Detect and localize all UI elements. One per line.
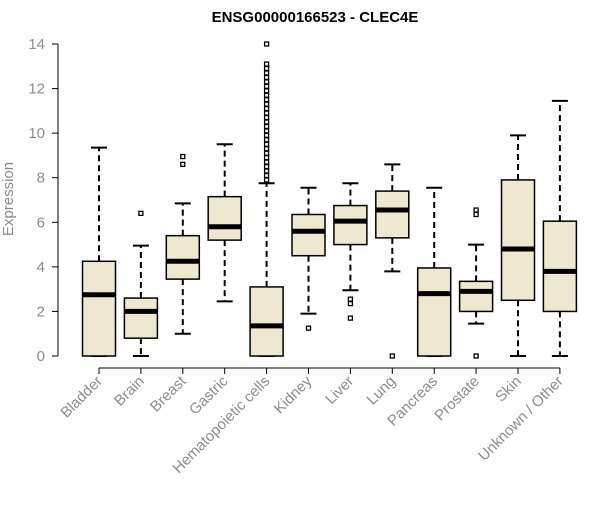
outlier-point xyxy=(263,41,270,47)
x-tick-label: Skin xyxy=(492,373,525,406)
outlier-point xyxy=(263,150,270,156)
x-tick-label: Prostate xyxy=(431,373,483,425)
outlier-point xyxy=(473,211,479,218)
box-group xyxy=(291,186,326,331)
box-group xyxy=(500,134,536,357)
iqr-box xyxy=(81,260,117,357)
outlier-point xyxy=(263,61,270,67)
x-tick-label: Lung xyxy=(364,373,400,409)
iqr-box xyxy=(500,179,536,302)
iqr-box xyxy=(249,286,284,357)
outlier-point xyxy=(263,123,270,130)
y-tick-label: 10 xyxy=(28,125,45,142)
outlier-point xyxy=(180,153,186,160)
outlier-point xyxy=(347,315,354,321)
iqr-box xyxy=(542,220,578,313)
outlier-point xyxy=(389,353,395,359)
boxes xyxy=(81,41,578,359)
outlier-point xyxy=(263,65,270,72)
iqr-box xyxy=(207,195,242,241)
iqr-box xyxy=(291,213,326,257)
outlier-point xyxy=(263,70,270,76)
outlier-point xyxy=(263,137,270,143)
x-tick-label: Breast xyxy=(147,372,190,415)
outlier-point xyxy=(138,210,144,217)
iqr-box xyxy=(416,267,452,357)
x-tick-label: Kidney xyxy=(271,372,316,417)
outlier-point xyxy=(263,101,270,107)
outlier-point xyxy=(263,141,270,147)
outlier-point xyxy=(263,172,270,179)
y-tick-label: 14 xyxy=(28,36,45,53)
box-group xyxy=(333,182,368,321)
box-group xyxy=(123,210,159,357)
x-tick-label: Bladder xyxy=(57,373,106,422)
iqr-box xyxy=(123,297,159,339)
box-group xyxy=(542,99,578,357)
outlier-point xyxy=(347,300,354,307)
x-tick-label: Brain xyxy=(111,373,148,410)
y-tick-label: 8 xyxy=(37,170,45,187)
outlier-point xyxy=(263,110,270,116)
y-tick-label: 4 xyxy=(37,259,45,276)
iqr-box xyxy=(333,204,368,246)
box-group xyxy=(249,41,284,357)
iqr-box xyxy=(165,234,201,280)
iqr-box xyxy=(458,280,494,313)
outlier-point xyxy=(263,92,270,98)
outlier-point xyxy=(263,74,270,81)
outlier-point xyxy=(263,79,270,85)
outlier-point xyxy=(473,353,479,359)
outlier-point xyxy=(263,97,270,103)
axes: 0 2 4 6 8 10 12 14 xyxy=(28,36,561,374)
outlier-point xyxy=(263,105,270,112)
outlier-point xyxy=(263,159,270,165)
box-group xyxy=(375,163,410,359)
x-tick-label: Liver xyxy=(322,373,357,408)
outlier-point xyxy=(263,132,270,139)
y-tick-label: 12 xyxy=(28,81,45,98)
outlier-point xyxy=(305,325,312,331)
iqr-box xyxy=(375,190,410,239)
chart-title: ENSG00000166523 - CLEC4E xyxy=(212,9,419,26)
outlier-point xyxy=(263,177,270,183)
outlier-point xyxy=(263,168,270,174)
outlier-point xyxy=(263,114,270,121)
box-group xyxy=(416,186,452,357)
box-group xyxy=(165,153,201,335)
outlier-point xyxy=(347,296,354,302)
outlier-point xyxy=(263,88,270,94)
y-axis-label: Expression xyxy=(0,162,17,236)
outlier-point xyxy=(180,161,186,167)
outlier-point xyxy=(263,83,270,89)
outlier-point xyxy=(263,128,270,134)
y-tick-label: 6 xyxy=(37,214,45,231)
y-tick-label: 2 xyxy=(37,303,45,320)
outlier-point xyxy=(263,163,270,170)
box-group xyxy=(207,143,242,303)
outlier-point xyxy=(263,155,270,161)
outlier-point xyxy=(263,119,270,125)
y-tick-label: 0 xyxy=(37,348,45,365)
box-group xyxy=(81,146,117,357)
box-group xyxy=(458,207,494,359)
outlier-point xyxy=(263,146,270,152)
outlier-point xyxy=(473,207,479,213)
